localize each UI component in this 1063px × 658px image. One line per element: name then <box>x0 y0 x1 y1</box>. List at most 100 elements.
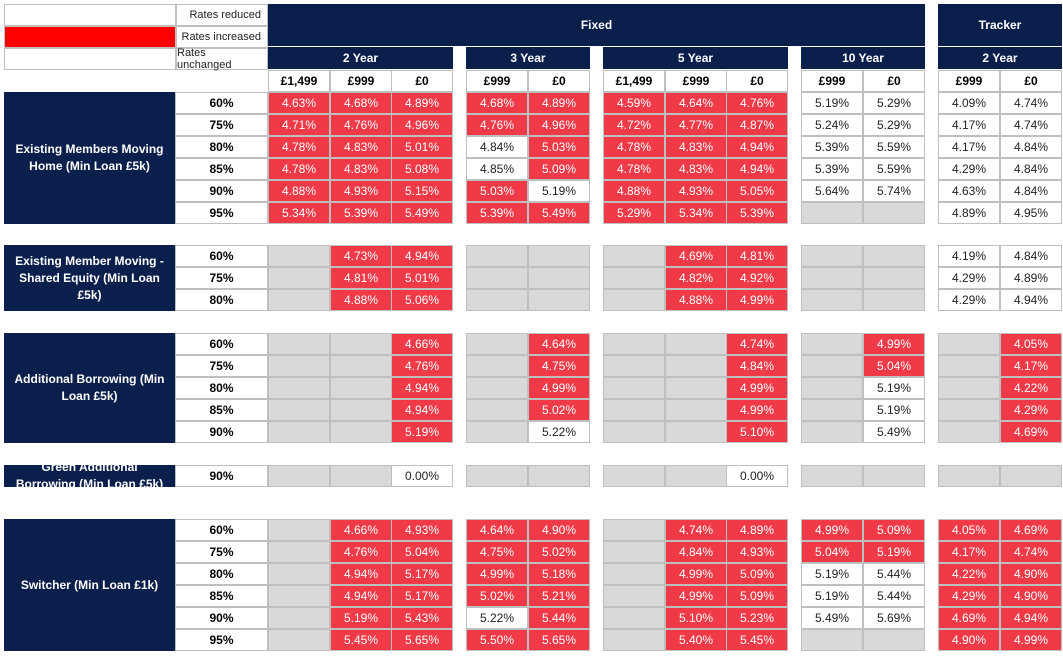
rate-cell: 4.89% <box>391 92 453 114</box>
rate-cell <box>801 355 863 377</box>
rate-cell: 5.03% <box>466 180 528 202</box>
rate-cell <box>268 355 330 377</box>
rate-cell: 4.84% <box>1000 245 1062 267</box>
rate-cell: 5.08% <box>391 158 453 180</box>
rate-cell <box>938 377 1000 399</box>
rate-cell: 4.29% <box>1000 399 1062 421</box>
ltv-label: 80% <box>175 136 268 158</box>
rate-cell <box>801 377 863 399</box>
rate-cell: 5.06% <box>391 289 453 311</box>
rate-cell: 4.78% <box>268 136 330 158</box>
rate-cell <box>466 333 528 355</box>
rate-cell: 4.87% <box>726 114 788 136</box>
rate-cell: 4.66% <box>391 333 453 355</box>
rate-cell <box>801 245 863 267</box>
ltv-label: 75% <box>175 267 268 289</box>
fee-header: £0 <box>863 70 925 92</box>
rate-cell: 4.71% <box>268 114 330 136</box>
rate-cell: 4.94% <box>391 377 453 399</box>
ltv-label: 75% <box>175 114 268 136</box>
rate-cell <box>665 355 727 377</box>
ltv-label: 60% <box>175 245 268 267</box>
term-header: 5 Year <box>603 47 788 69</box>
rate-cell: 4.99% <box>726 377 788 399</box>
legend-label: Rates reduced <box>176 4 268 26</box>
rate-cell <box>330 377 392 399</box>
rate-cell: 4.99% <box>1000 629 1062 651</box>
product-group-label: Green Additional Borrowing (Min Loan £5k… <box>4 460 175 491</box>
rate-cell: 5.29% <box>863 114 925 136</box>
rate-cell: 5.02% <box>528 399 590 421</box>
ltv-label: 90% <box>175 607 268 629</box>
rate-cell <box>330 333 392 355</box>
rate-cell <box>665 465 727 487</box>
rate-cell: 0.00% <box>391 465 453 487</box>
rate-cell: 4.81% <box>726 245 788 267</box>
rate-cell <box>603 267 665 289</box>
rate-cell: 4.90% <box>528 519 590 541</box>
ltv-label: 90% <box>175 180 268 202</box>
rate-cell <box>528 267 590 289</box>
rate-cell <box>268 377 330 399</box>
rate-cell: 5.19% <box>863 377 925 399</box>
rate-cell: 4.89% <box>1000 267 1062 289</box>
rate-cell: 4.99% <box>863 333 925 355</box>
rate-cell <box>268 541 330 563</box>
rate-cell: 5.29% <box>603 202 665 224</box>
rate-cell: 5.45% <box>726 629 788 651</box>
rate-cell <box>801 202 863 224</box>
legend-swatch <box>4 4 176 26</box>
rate-cell: 4.84% <box>466 136 528 158</box>
rate-cell: 4.94% <box>726 136 788 158</box>
rate-cell <box>268 421 330 443</box>
rate-cell <box>466 465 528 487</box>
rate-cell <box>330 399 392 421</box>
legend-label: Rates unchanged <box>176 47 268 71</box>
rate-cell: 5.45% <box>330 629 392 651</box>
rate-cell <box>330 465 392 487</box>
rate-cell <box>268 607 330 629</box>
term-header: 10 Year <box>801 47 925 69</box>
rate-cell: 4.89% <box>528 92 590 114</box>
product-group-label: Additional Borrowing (Min Loan £5k) <box>4 333 175 443</box>
legend-swatch <box>4 26 176 48</box>
rate-cell: 5.34% <box>268 202 330 224</box>
rate-cell: 5.39% <box>330 202 392 224</box>
ltv-label: 60% <box>175 333 268 355</box>
rate-cell: 4.29% <box>938 158 1000 180</box>
rate-cell <box>665 421 727 443</box>
rate-cell: 5.43% <box>391 607 453 629</box>
rate-cell: 5.17% <box>391 563 453 585</box>
rate-cell: 5.40% <box>665 629 727 651</box>
rate-cell: 4.92% <box>726 267 788 289</box>
rate-cell: 5.65% <box>528 629 590 651</box>
rate-cell: 4.95% <box>1000 202 1062 224</box>
ltv-label: 90% <box>175 465 268 487</box>
rate-cell <box>1000 465 1062 487</box>
rate-cell: 5.39% <box>726 202 788 224</box>
rate-cell: 4.77% <box>665 114 727 136</box>
rate-cell <box>330 355 392 377</box>
rate-cell: 4.90% <box>1000 585 1062 607</box>
rate-cell <box>268 519 330 541</box>
rate-cell: 4.74% <box>726 333 788 355</box>
rate-cell: 5.69% <box>863 607 925 629</box>
rate-cell: 5.23% <box>726 607 788 629</box>
rate-cell: 4.93% <box>391 519 453 541</box>
rate-cell: 4.76% <box>391 355 453 377</box>
rate-cell: 4.73% <box>330 245 392 267</box>
rate-cell <box>801 465 863 487</box>
rate-cell: 5.02% <box>528 541 590 563</box>
rate-cell: 4.93% <box>726 541 788 563</box>
rate-cell: 4.99% <box>528 377 590 399</box>
rate-cell <box>528 245 590 267</box>
rate-cell: 5.64% <box>801 180 863 202</box>
rate-cell: 5.49% <box>863 421 925 443</box>
rate-cell <box>938 333 1000 355</box>
rate-cell: 4.99% <box>665 585 727 607</box>
ltv-label: 80% <box>175 289 268 311</box>
rate-cell: 4.63% <box>938 180 1000 202</box>
rate-cell: 5.02% <box>466 585 528 607</box>
rate-cell: 4.94% <box>330 585 392 607</box>
rate-cell: 5.19% <box>528 180 590 202</box>
